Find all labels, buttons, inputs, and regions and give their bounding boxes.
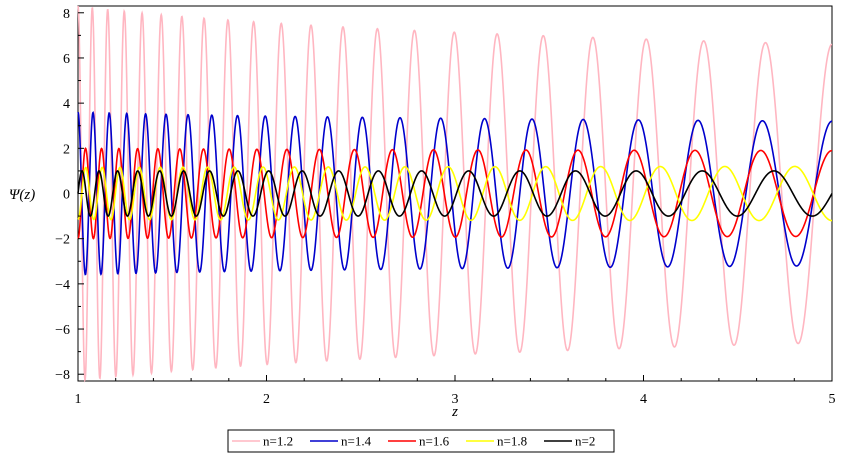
x-tick-label: 4 [640, 392, 647, 407]
series-line-0 [77, 5, 833, 383]
x-tick-label: 3 [452, 392, 459, 407]
legend-label: n=1.8 [497, 434, 527, 449]
y-tick-label: 4 [63, 97, 70, 112]
legend: n=1.2 n=1.4 n=1.6 n=1.8 n=2 [227, 429, 615, 453]
y-tick-label: 2 [63, 142, 70, 157]
y-tick-label: −4 [55, 278, 70, 293]
legend-box [227, 429, 615, 453]
x-axis-label: z [451, 404, 458, 420]
y-tick-label: −2 [55, 233, 70, 248]
y-axis-ticks: −8 −6 −4 −2 0 2 4 6 8 [55, 7, 84, 383]
legend-label: n=2 [575, 434, 595, 449]
series-curves [77, 5, 833, 383]
x-tick-label: 1 [75, 392, 82, 407]
x-axis-ticks: 1 2 3 4 5 [75, 375, 836, 407]
series-line-1 [77, 111, 833, 276]
y-tick-label: 0 [63, 188, 70, 203]
y-axis-label: Ψ(z) [9, 187, 35, 203]
y-tick-label: −6 [55, 323, 70, 338]
series-line-2 [77, 147, 833, 240]
x-tick-label: 2 [263, 392, 270, 407]
legend-label: n=1.4 [341, 434, 372, 449]
x-tick-label: 5 [829, 392, 836, 407]
y-tick-label: 6 [63, 52, 70, 67]
y-tick-label: −8 [55, 368, 70, 383]
series-line-4 [77, 170, 833, 217]
legend-label: n=1.2 [263, 434, 293, 449]
legend-label: n=1.6 [419, 434, 450, 449]
y-tick-label: 8 [63, 7, 70, 22]
series-line-3 [77, 165, 833, 222]
